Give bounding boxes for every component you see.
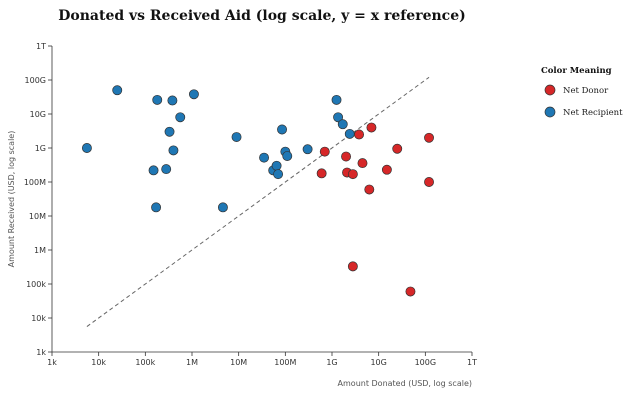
point-net-recipient: [273, 169, 284, 180]
point-net-donor: [405, 286, 416, 297]
y-tick-label: 1k: [36, 348, 46, 357]
reference-line-y-equals-x: [86, 76, 430, 327]
point-net-recipient: [188, 89, 199, 100]
x-tick-label: 10k: [91, 358, 106, 367]
point-net-recipient: [271, 160, 282, 171]
legend-title: Color Meaning: [541, 66, 612, 76]
axes: [51, 46, 472, 353]
point-net-donor: [347, 169, 358, 180]
point-net-donor: [341, 151, 351, 162]
x-tick-label: 1M: [186, 358, 198, 367]
point-net-donor: [381, 164, 392, 175]
x-tick-label: 10G: [370, 358, 386, 367]
y-tick-label: 1M: [34, 246, 46, 255]
point-net-donor: [366, 122, 377, 133]
y-tick-label: 1G: [35, 144, 46, 153]
point-net-donor: [424, 177, 434, 187]
point-net-recipient: [277, 124, 287, 135]
y-tick-label: 100k: [26, 280, 46, 289]
point-net-recipient: [175, 112, 186, 123]
legend-label-net-recipient: Net Recipient: [563, 108, 623, 118]
x-tick-label: 1T: [467, 358, 477, 367]
point-net-recipient: [282, 151, 293, 161]
point-net-recipient: [112, 85, 123, 96]
y-tick-label: 1T: [36, 42, 46, 51]
y-tick-label: 10k: [31, 314, 46, 323]
legend-swatch-net-recipient: [544, 106, 556, 118]
point-net-recipient: [231, 132, 242, 142]
point-net-donor: [354, 129, 365, 140]
point-net-recipient: [148, 165, 159, 176]
legend: Color Meaning Net Donor Net Recipient: [541, 66, 623, 118]
y-tick-label: 10G: [30, 110, 46, 119]
point-net-donor: [357, 158, 368, 169]
point-net-donor: [316, 168, 327, 179]
y-axis-ticks: 1k 10k 100k 1M 10M 100M 1G 10G 100G 1T: [24, 42, 52, 357]
x-tick-label: 1k: [47, 358, 57, 367]
point-net-donor: [364, 184, 375, 195]
point-net-recipient: [259, 152, 270, 163]
point-net-recipient: [167, 95, 178, 106]
x-tick-label: 100G: [415, 358, 436, 367]
point-net-recipient: [344, 128, 355, 139]
x-tick-label: 10M: [230, 358, 247, 367]
point-net-donor: [319, 146, 330, 157]
point-net-recipient: [151, 202, 162, 213]
point-net-recipient: [161, 164, 172, 175]
point-net-recipient: [331, 94, 342, 105]
point-net-donor: [424, 132, 434, 143]
x-axis-label: Amount Donated (USD, log scale): [338, 379, 472, 388]
y-tick-label: 10M: [29, 212, 46, 221]
point-net-recipient: [81, 143, 92, 153]
point-net-recipient: [217, 202, 228, 213]
y-axis-label: Amount Received (USD, log scale): [7, 131, 16, 268]
x-tick-label: 100M: [274, 358, 296, 367]
x-axis-ticks: 1k 10k 100k 1M 10M 100M 1G 10G 100G 1T: [47, 352, 477, 367]
point-net-recipient: [152, 94, 163, 105]
data-points: [81, 85, 434, 297]
point-net-recipient: [168, 145, 179, 156]
point-net-donor: [347, 261, 358, 272]
y-tick-label: 100M: [24, 178, 46, 187]
legend-label-net-donor: Net Donor: [563, 86, 609, 96]
chart-title: Donated vs Received Aid (log scale, y = …: [58, 8, 465, 24]
legend-swatch-net-donor: [544, 84, 556, 96]
y-tick-label: 100G: [25, 76, 46, 85]
point-net-recipient: [337, 119, 348, 130]
x-tick-label: 1G: [326, 358, 337, 367]
point-net-donor: [392, 143, 403, 154]
x-tick-label: 100k: [135, 358, 155, 367]
point-net-recipient: [302, 144, 313, 155]
point-net-recipient: [333, 112, 344, 123]
point-net-recipient: [164, 126, 175, 137]
